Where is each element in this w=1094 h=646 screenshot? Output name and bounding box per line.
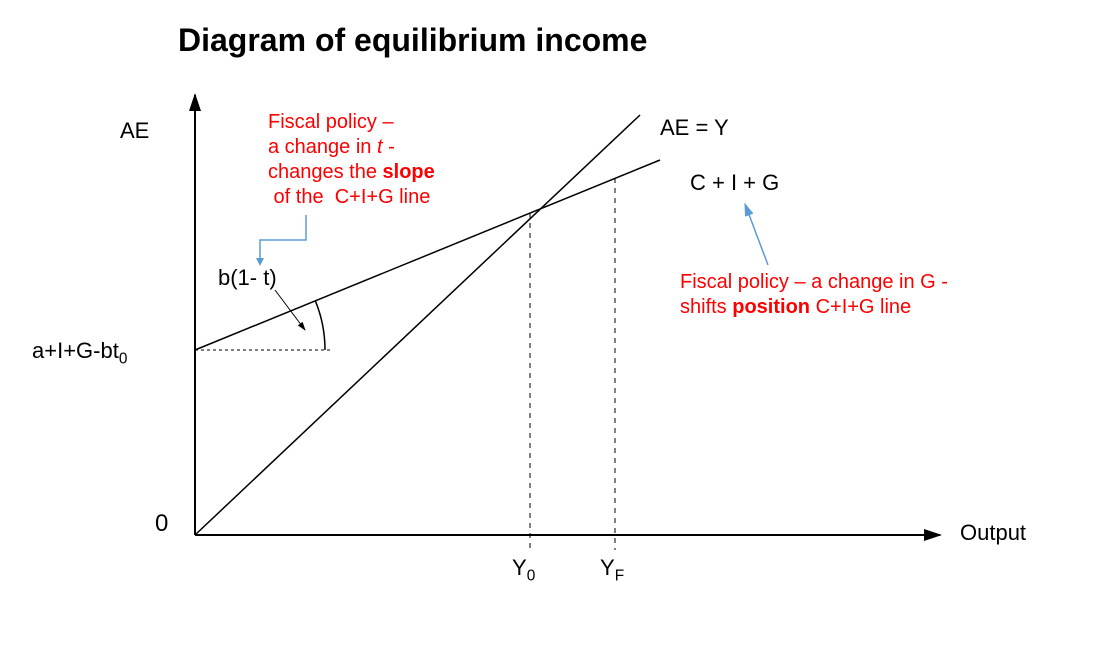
label-origin-zero: 0 — [155, 510, 168, 538]
label-output-axis: Output — [960, 520, 1026, 546]
diagram-stage: Diagram of equilibrium income AE 0 Output a+… — [0, 0, 1094, 646]
chart-title: Diagram of equilibrium income — [178, 22, 647, 59]
label-ae: AE — [120, 118, 149, 144]
label-intercept: a+I+G-bt0 — [32, 338, 127, 368]
label-cig: C + I + G — [690, 170, 779, 196]
annotation-position: Fiscal policy – a change in G -shifts po… — [680, 270, 948, 320]
label-slope-b1t: b(1- t) — [218, 265, 277, 291]
annotation-slope: Fiscal policy –a change in t -changes th… — [268, 110, 435, 210]
diagram-svg — [0, 0, 1094, 646]
label-y0: Y0 — [512, 555, 535, 585]
label-yf: YF — [600, 555, 624, 585]
label-ae-eq-y: AE = Y — [660, 115, 729, 141]
